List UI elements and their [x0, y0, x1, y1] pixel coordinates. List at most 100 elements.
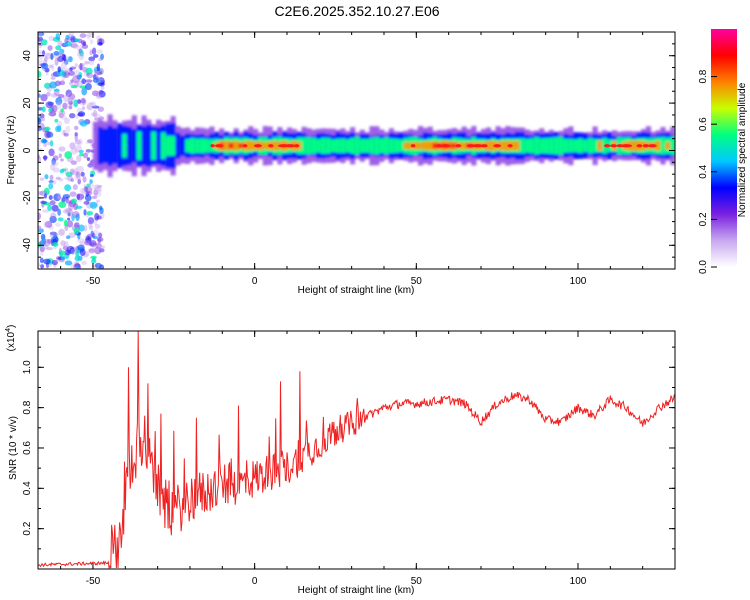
y-tick-label: -20	[22, 190, 33, 205]
noise-speckle	[57, 208, 62, 216]
noise-speckle	[50, 73, 55, 78]
colorbar-label: Normalized spectral amplitude	[737, 82, 748, 217]
noise-speckle	[65, 125, 71, 134]
noise-speckle	[60, 108, 64, 113]
band-cell	[514, 140, 521, 151]
noise-speckle	[63, 200, 71, 205]
noise-speckle	[43, 258, 51, 265]
noise-speckle	[74, 63, 78, 68]
band-hotspot	[480, 144, 488, 148]
band-hotspot	[620, 144, 633, 148]
band-cell	[374, 136, 380, 155]
noise-speckle	[98, 232, 103, 239]
noise-speckle	[97, 106, 105, 113]
band-cell	[461, 142, 467, 150]
band-cell	[558, 136, 564, 155]
noise-speckle	[38, 93, 41, 98]
noise-speckle	[74, 222, 80, 228]
noise-speckle	[67, 92, 75, 101]
band-cell	[131, 129, 137, 163]
noise-speckle	[100, 86, 105, 90]
noise-speckle	[65, 196, 69, 204]
band-cell	[311, 137, 317, 154]
band-cell	[296, 141, 302, 150]
noise-speckle	[50, 161, 59, 167]
band-cell	[301, 137, 307, 155]
noise-speckle	[38, 228, 44, 234]
band-hotspot	[435, 144, 442, 148]
noise-speckle	[44, 67, 50, 73]
band-cell	[117, 123, 123, 169]
band-cell	[631, 140, 637, 151]
noise-speckle	[67, 99, 72, 107]
noise-speckle	[86, 157, 90, 161]
noise-speckle	[75, 205, 83, 209]
noise-speckle	[87, 163, 94, 168]
noise-speckle	[86, 35, 91, 40]
noise-speckle	[51, 63, 55, 72]
noise-speckle	[76, 74, 82, 80]
noise-speckle	[73, 99, 78, 108]
noise-speckle	[88, 247, 96, 252]
noise-speckle	[38, 191, 44, 196]
noise-speckle	[38, 59, 44, 65]
noise-speckle	[48, 182, 54, 190]
noise-speckle	[95, 242, 102, 249]
band-cell	[655, 140, 661, 151]
noise-speckle	[89, 201, 98, 209]
noise-speckle	[39, 257, 44, 264]
noise-speckle	[81, 78, 87, 85]
noise-speckle	[72, 75, 80, 84]
noise-speckle	[43, 155, 47, 162]
noise-speckle	[81, 44, 89, 49]
noise-speckle	[57, 192, 61, 199]
noise-speckle	[59, 169, 65, 174]
noise-speckle	[38, 32, 43, 39]
noise-speckle	[92, 74, 97, 80]
noise-speckle	[74, 261, 80, 265]
noise-speckle	[47, 204, 53, 211]
noise-speckle	[98, 244, 106, 249]
noise-speckle	[68, 232, 76, 238]
noise-speckle	[93, 188, 97, 197]
noise-speckle	[79, 85, 87, 89]
noise-speckle	[76, 44, 84, 52]
noise-speckle	[40, 93, 48, 102]
noise-speckle	[49, 109, 57, 117]
noise-speckle	[76, 138, 83, 146]
noise-speckle	[40, 200, 48, 204]
band-cell	[432, 143, 438, 149]
band-cell	[350, 137, 356, 154]
noise-speckle	[69, 67, 73, 72]
y-tick-label: 1.0	[22, 360, 33, 374]
band-cell	[194, 138, 200, 153]
noise-speckle	[88, 225, 94, 231]
noise-speckle	[73, 125, 79, 131]
noise-speckle	[85, 140, 93, 145]
band-hotspot	[493, 144, 502, 148]
noise-speckle	[81, 187, 88, 195]
noise-speckle	[46, 247, 53, 251]
band-hotspot	[294, 144, 300, 148]
noise-speckle	[49, 215, 57, 224]
noise-speckle	[77, 244, 85, 251]
band-cell	[180, 135, 186, 156]
noise-speckle	[48, 195, 53, 200]
noise-speckle	[89, 173, 94, 178]
noise-speckle	[92, 78, 100, 83]
noise-speckle	[43, 126, 51, 132]
band-cell	[141, 126, 147, 166]
band-cell	[228, 143, 234, 149]
noise-speckle	[83, 183, 87, 192]
noise-speckle	[40, 62, 49, 69]
y-tick-label: 20	[22, 97, 33, 109]
band-cell	[422, 141, 428, 151]
y-tick-label: 0.2	[22, 521, 33, 535]
noise-speckle	[43, 221, 48, 228]
band-cell	[485, 140, 492, 151]
noise-speckle	[60, 158, 64, 162]
noise-speckle	[44, 221, 53, 228]
colorbar-tick-label: 0.2	[698, 212, 709, 226]
noise-speckle	[89, 39, 94, 45]
noise-speckle	[47, 45, 53, 51]
